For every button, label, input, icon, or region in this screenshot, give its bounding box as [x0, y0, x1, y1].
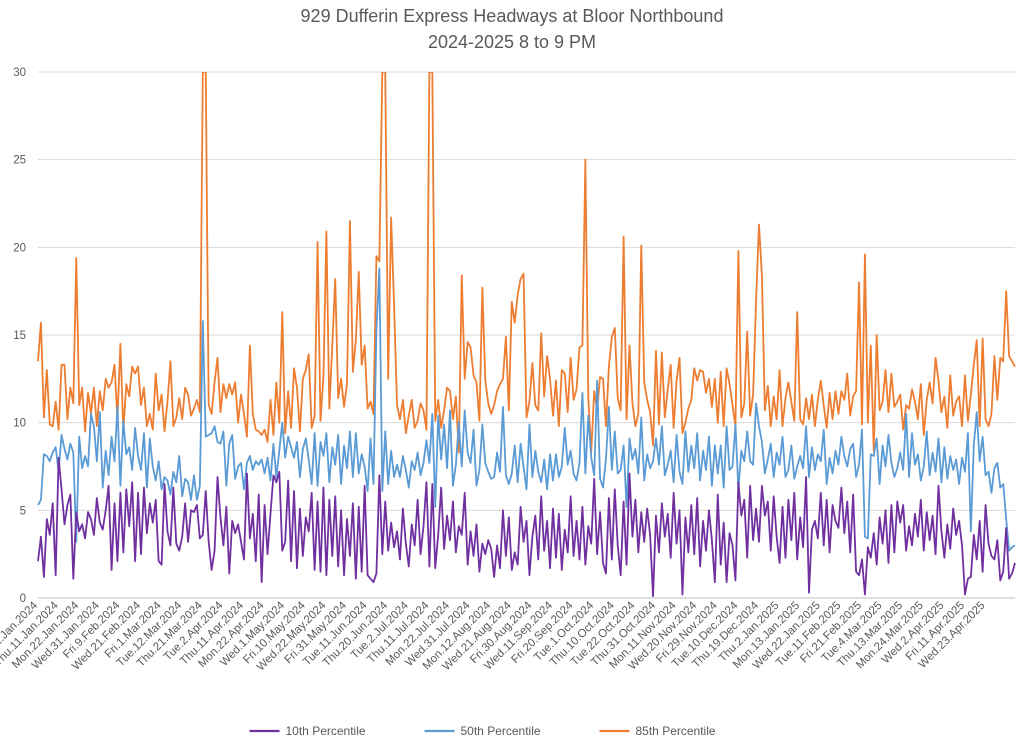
- legend-label: 10th Percentile: [286, 724, 366, 738]
- y-tick-label: 10: [13, 418, 26, 430]
- plot-area: [37, 72, 1016, 598]
- chart-title: 929 Dufferin Express Headways at Bloor N…: [301, 6, 724, 26]
- y-tick-label: 0: [20, 593, 26, 605]
- series-line: [37, 267, 1016, 552]
- y-tick-label: 20: [13, 242, 26, 254]
- series-line: [37, 72, 1016, 454]
- y-tick-label: 15: [13, 330, 26, 342]
- series-line: [37, 456, 1016, 598]
- chart-subtitle: 2024-2025 8 to 9 PM: [428, 32, 596, 52]
- y-tick-label: 5: [20, 505, 26, 517]
- y-tick-label: 25: [13, 155, 26, 167]
- legend-label: 85th Percentile: [636, 724, 716, 738]
- y-tick-label: 30: [13, 67, 26, 79]
- legend-label: 50th Percentile: [461, 724, 541, 738]
- axes: 051015202530Tue.2.Jan.2024Thu.11.Jan.202…: [0, 67, 1015, 673]
